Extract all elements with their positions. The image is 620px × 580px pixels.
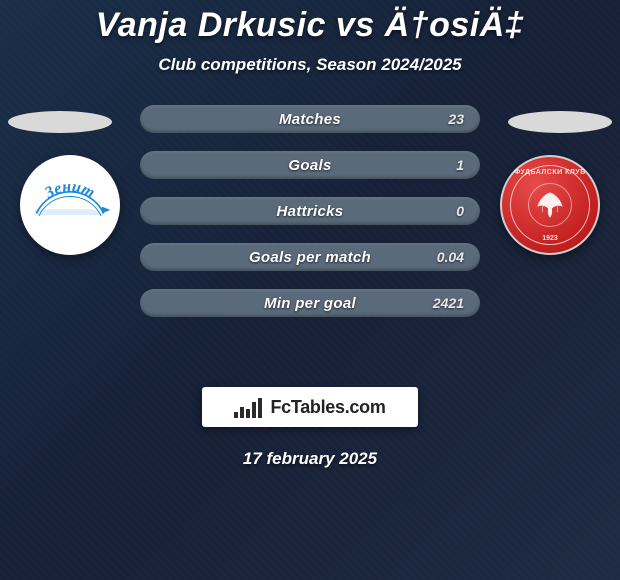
- zenit-logo-icon: Зенит: [28, 163, 112, 247]
- stat-label: Goals: [288, 157, 331, 174]
- comparison-panel: Зенит ФУДБАЛСКИ КЛУБ 1923 Matches 23 Goa…: [0, 105, 620, 365]
- stat-value: 1: [456, 157, 464, 173]
- left-club-badge: Зенит: [20, 155, 120, 255]
- stat-label: Min per goal: [264, 295, 356, 312]
- right-dash: [508, 111, 612, 133]
- stat-value: 23: [448, 111, 464, 127]
- stat-rows: Matches 23 Goals 1 Hattricks 0 Goals per…: [140, 105, 480, 317]
- eagle-icon: [532, 187, 568, 223]
- stat-value: 0.04: [437, 249, 464, 265]
- page-title: Vanja Drkusic vs Ä†osiÄ‡: [0, 0, 620, 45]
- stat-row-matches: Matches 23: [140, 105, 480, 133]
- stat-row-goals: Goals 1: [140, 151, 480, 179]
- right-badge-year: 1923: [502, 235, 598, 242]
- right-badge-ring-text: ФУДБАЛСКИ КЛУБ: [502, 169, 598, 176]
- right-club-badge: ФУДБАЛСКИ КЛУБ 1923: [500, 155, 600, 255]
- brand-box: FcTables.com: [202, 387, 418, 427]
- stat-value: 0: [456, 203, 464, 219]
- date-text: 17 february 2025: [0, 449, 620, 469]
- stat-value: 2421: [433, 295, 464, 311]
- page-subtitle: Club competitions, Season 2024/2025: [0, 55, 620, 75]
- stat-row-goals-per-match: Goals per match 0.04: [140, 243, 480, 271]
- stat-row-min-per-goal: Min per goal 2421: [140, 289, 480, 317]
- stat-label: Hattricks: [277, 203, 344, 220]
- stat-label: Matches: [279, 111, 341, 128]
- bars-icon: [234, 396, 264, 418]
- stat-row-hattricks: Hattricks 0: [140, 197, 480, 225]
- brand-text: FcTables.com: [270, 397, 385, 418]
- stat-label: Goals per match: [249, 249, 371, 266]
- svg-text:Зенит: Зенит: [41, 178, 97, 202]
- left-dash: [8, 111, 112, 133]
